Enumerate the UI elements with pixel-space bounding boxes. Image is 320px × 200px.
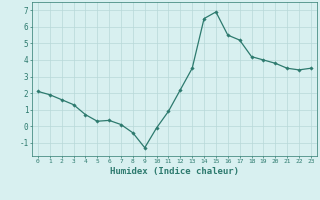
X-axis label: Humidex (Indice chaleur): Humidex (Indice chaleur) [110,167,239,176]
